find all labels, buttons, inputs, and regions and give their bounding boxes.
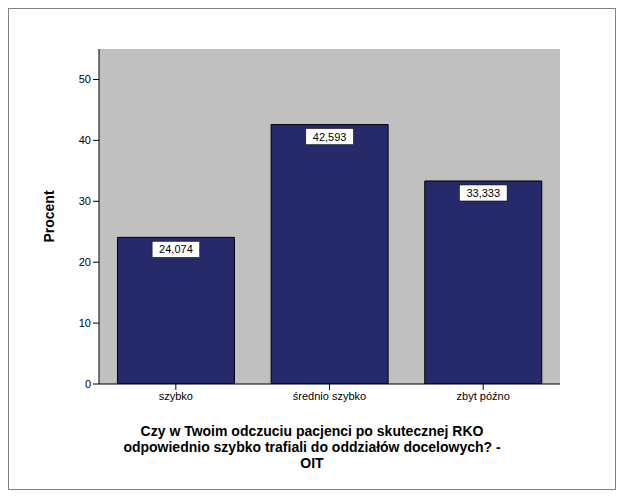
svg-text:24,074: 24,074 (159, 243, 193, 255)
svg-text:40: 40 (79, 134, 91, 146)
html-text:Czy w Twoim odczuciu pacjenci: Czy w Twoim odczuciu pacjenci po skutecz… (123, 423, 501, 471)
svg-text:10: 10 (79, 317, 91, 329)
svg-text:Procent: Procent (41, 190, 57, 242)
svg-text:42,593: 42,593 (313, 131, 347, 143)
svg-text:szybko: szybko (159, 390, 193, 402)
svg-text:33,333: 33,333 (466, 187, 500, 199)
svg-text:30: 30 (79, 195, 91, 207)
svg-text:średnio szybko: średnio szybko (293, 390, 366, 402)
svg-text:0: 0 (85, 378, 91, 390)
svg-text:20: 20 (79, 256, 91, 268)
svg-text:50: 50 (79, 73, 91, 85)
svg-text:zbyt późno: zbyt późno (457, 390, 510, 402)
